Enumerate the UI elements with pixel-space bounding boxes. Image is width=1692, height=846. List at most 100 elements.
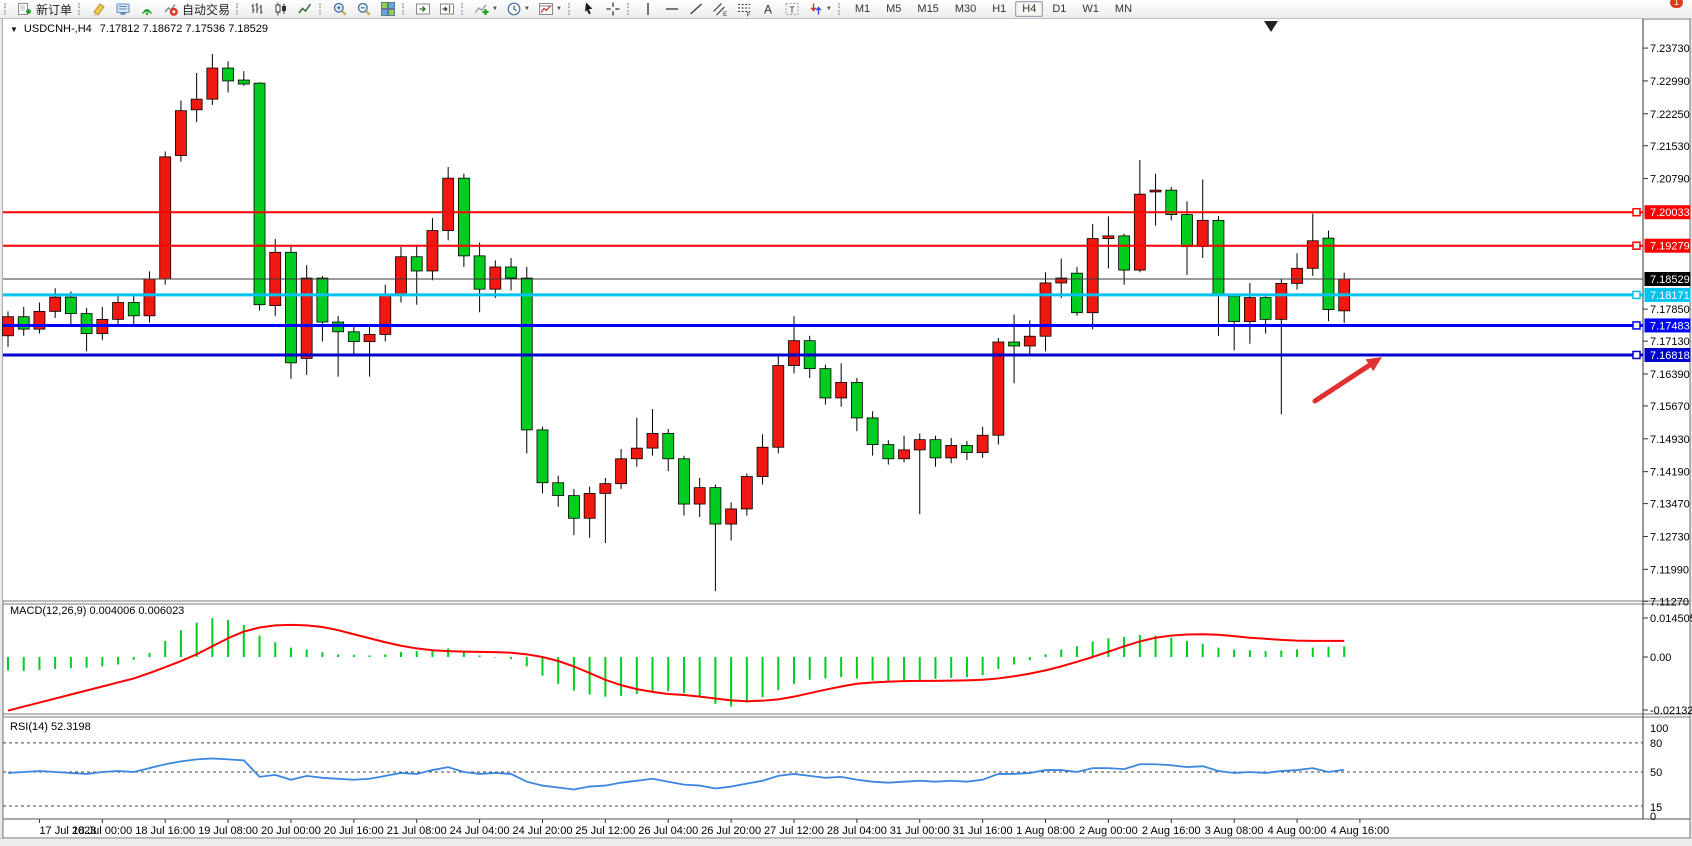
signals-button[interactable] xyxy=(136,0,158,19)
price-axis-label: 7.14190 xyxy=(1650,467,1690,479)
zoom-in-button[interactable] xyxy=(329,0,351,19)
candle xyxy=(898,449,910,460)
horizontal-line-button[interactable] xyxy=(661,0,683,19)
candle xyxy=(143,278,156,317)
line-chart-button[interactable] xyxy=(294,0,316,19)
price-line-handle[interactable] xyxy=(1632,321,1641,330)
time-axis-label: 18 Jul 16:00 xyxy=(135,825,195,837)
timeframe-m30-button[interactable]: M30 xyxy=(954,3,977,15)
trendline-button[interactable] xyxy=(685,0,707,19)
bar-chart-button[interactable] xyxy=(246,0,268,19)
price-line-handle[interactable] xyxy=(1632,207,1641,217)
timeframe-w1-button[interactable]: W1 xyxy=(1082,3,1099,15)
candle xyxy=(1133,193,1146,271)
text-label-button[interactable]: T xyxy=(781,0,803,19)
price-line-handle[interactable] xyxy=(1632,290,1641,300)
candle xyxy=(945,445,958,459)
timeframe-m1-button[interactable]: M1 xyxy=(854,3,871,15)
svg-text:T: T xyxy=(789,5,795,15)
bar-chart-icon xyxy=(249,1,265,17)
periods-button[interactable]: ▼ xyxy=(503,0,533,19)
time-axis-label: 4 Aug 16:00 xyxy=(1331,825,1390,837)
timeframe-m15-button[interactable]: M15 xyxy=(917,3,939,15)
timeframe-mn-button[interactable]: MN xyxy=(1114,3,1133,15)
time-axis-label: 26 Jul 20:00 xyxy=(701,825,761,837)
text-button[interactable]: A xyxy=(757,0,779,19)
autotrading-button[interactable]: 自动交易 xyxy=(160,0,233,19)
time-axis-label: 25 Jul 12:00 xyxy=(575,825,635,837)
time-axis-label: 26 Jul 04:00 xyxy=(638,825,698,837)
candle xyxy=(316,277,329,323)
new-order-button[interactable]: 新订单 xyxy=(14,0,75,19)
styler-button[interactable] xyxy=(88,0,110,19)
trendline-icon xyxy=(688,1,704,17)
candle xyxy=(253,82,266,306)
templates-button[interactable]: ▼ xyxy=(535,0,565,19)
candle xyxy=(693,487,706,505)
price-badge xyxy=(1644,272,1691,286)
candle xyxy=(1322,237,1335,310)
time-axis-label: 24 Jul 20:00 xyxy=(513,825,573,837)
time-axis-label: 17 Jul 2023 xyxy=(39,825,96,837)
price-badge-label: 7.18171 xyxy=(1650,290,1690,302)
auto-scroll-button[interactable] xyxy=(412,0,434,19)
candle xyxy=(33,310,46,330)
toolbar-grip xyxy=(461,3,466,15)
chart-shift-marker[interactable] xyxy=(1264,21,1278,32)
chevron-down-icon[interactable]: ▼ xyxy=(555,6,562,12)
price-axis-label: 7.15670 xyxy=(1650,401,1690,413)
candle xyxy=(725,508,738,525)
arrows-button[interactable]: ▼ xyxy=(805,0,835,19)
candle xyxy=(206,67,219,100)
chart-ohlc-values: 7.17812 7.18672 7.17536 7.18529 xyxy=(99,23,268,35)
chevron-down-icon[interactable]: ▼ xyxy=(825,6,832,12)
candle xyxy=(882,444,895,460)
zoom-out-button[interactable] xyxy=(353,0,375,19)
vertical-line-button[interactable] xyxy=(637,0,659,19)
new-order-icon xyxy=(17,1,33,17)
candle xyxy=(489,266,502,290)
depth-of-market-button[interactable] xyxy=(112,0,134,19)
candle xyxy=(222,67,234,82)
candle xyxy=(583,493,596,519)
timeframe-m5-button[interactable]: M5 xyxy=(886,3,902,15)
time-axis-label: 24 Jul 04:00 xyxy=(450,825,510,837)
signals-icon xyxy=(139,1,155,17)
chevron-down-icon[interactable]: ▼ xyxy=(523,6,530,12)
chart-menu-icon[interactable]: ▼ xyxy=(10,25,18,34)
tile-windows-button[interactable] xyxy=(377,0,399,19)
crosshair-button[interactable] xyxy=(602,0,624,19)
autotrading-icon xyxy=(163,1,179,17)
candle xyxy=(835,382,848,399)
candle xyxy=(1165,189,1178,215)
candle xyxy=(1071,272,1083,314)
candle xyxy=(709,487,722,525)
chart-shift-button[interactable] xyxy=(436,0,458,19)
candle xyxy=(49,296,62,312)
notification-badge: 1 xyxy=(1670,0,1683,8)
time-axis-label: 27 Jul 12:00 xyxy=(764,825,824,837)
fibonacci-button[interactable]: F xyxy=(733,0,755,19)
timeframe-d1-button[interactable]: D1 xyxy=(1052,3,1067,15)
candlestick-chart-button[interactable] xyxy=(270,0,292,19)
chevron-down-icon[interactable]: ▼ xyxy=(492,6,498,12)
svg-text:A: A xyxy=(764,3,772,17)
price-line-handle[interactable] xyxy=(1632,241,1641,250)
rsi-value: 52.3198 xyxy=(50,721,91,733)
timeframe-h1-button[interactable]: H1 xyxy=(992,3,1007,15)
annotation-arrow-head[interactable] xyxy=(1365,357,1382,372)
candle xyxy=(646,433,659,449)
time-axis-label: 18 Jul 00:00 xyxy=(72,825,132,837)
rsi-axis-label: 100 xyxy=(1650,723,1668,735)
price-axis-label: 7.11990 xyxy=(1650,564,1689,576)
indicators-button[interactable]: ▼ xyxy=(471,0,501,19)
equidistant-channel-button[interactable]: E xyxy=(709,0,731,19)
candle xyxy=(913,439,926,451)
price-line-handle[interactable] xyxy=(1632,350,1641,360)
candle xyxy=(662,433,675,460)
annotation-arrow[interactable] xyxy=(1312,362,1372,404)
candle xyxy=(80,313,93,334)
timeframe-h4-button[interactable]: H4 xyxy=(1015,1,1044,17)
zoom-out-icon xyxy=(356,1,372,17)
cursor-button[interactable] xyxy=(578,0,600,19)
